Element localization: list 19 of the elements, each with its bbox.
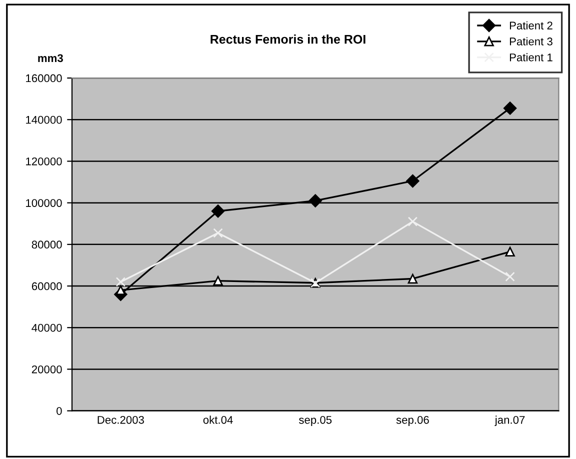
y-tick-label: 40000 — [32, 324, 62, 332]
legend-label: Patient 1 — [510, 53, 552, 62]
y-tick-label: 60000 — [32, 282, 62, 290]
y-tick-label: 140000 — [26, 116, 62, 124]
x-tick-label: sep.06 — [396, 416, 429, 426]
y-axis-title: mm3 — [38, 54, 63, 62]
y-tick-label: 80000 — [32, 240, 62, 249]
y-tick-label: 100000 — [26, 199, 62, 207]
x-tick-label: okt.04 — [203, 416, 233, 424]
y-tick-label: 160000 — [26, 74, 62, 82]
chart-title: Rectus Femoris in the ROI — [210, 34, 366, 44]
y-tick-label: 120000 — [26, 157, 62, 166]
legend-label: Patient 3 — [510, 37, 552, 46]
x-tick-label: jan.07 — [494, 416, 525, 426]
x-tick-label: sep.05 — [298, 416, 332, 426]
y-tick-label: 0 — [56, 407, 62, 415]
y-tick-label: 20000 — [32, 365, 62, 374]
x-tick-label: Dec.2003 — [98, 416, 144, 424]
legend-label: Patient 2 — [510, 21, 552, 30]
